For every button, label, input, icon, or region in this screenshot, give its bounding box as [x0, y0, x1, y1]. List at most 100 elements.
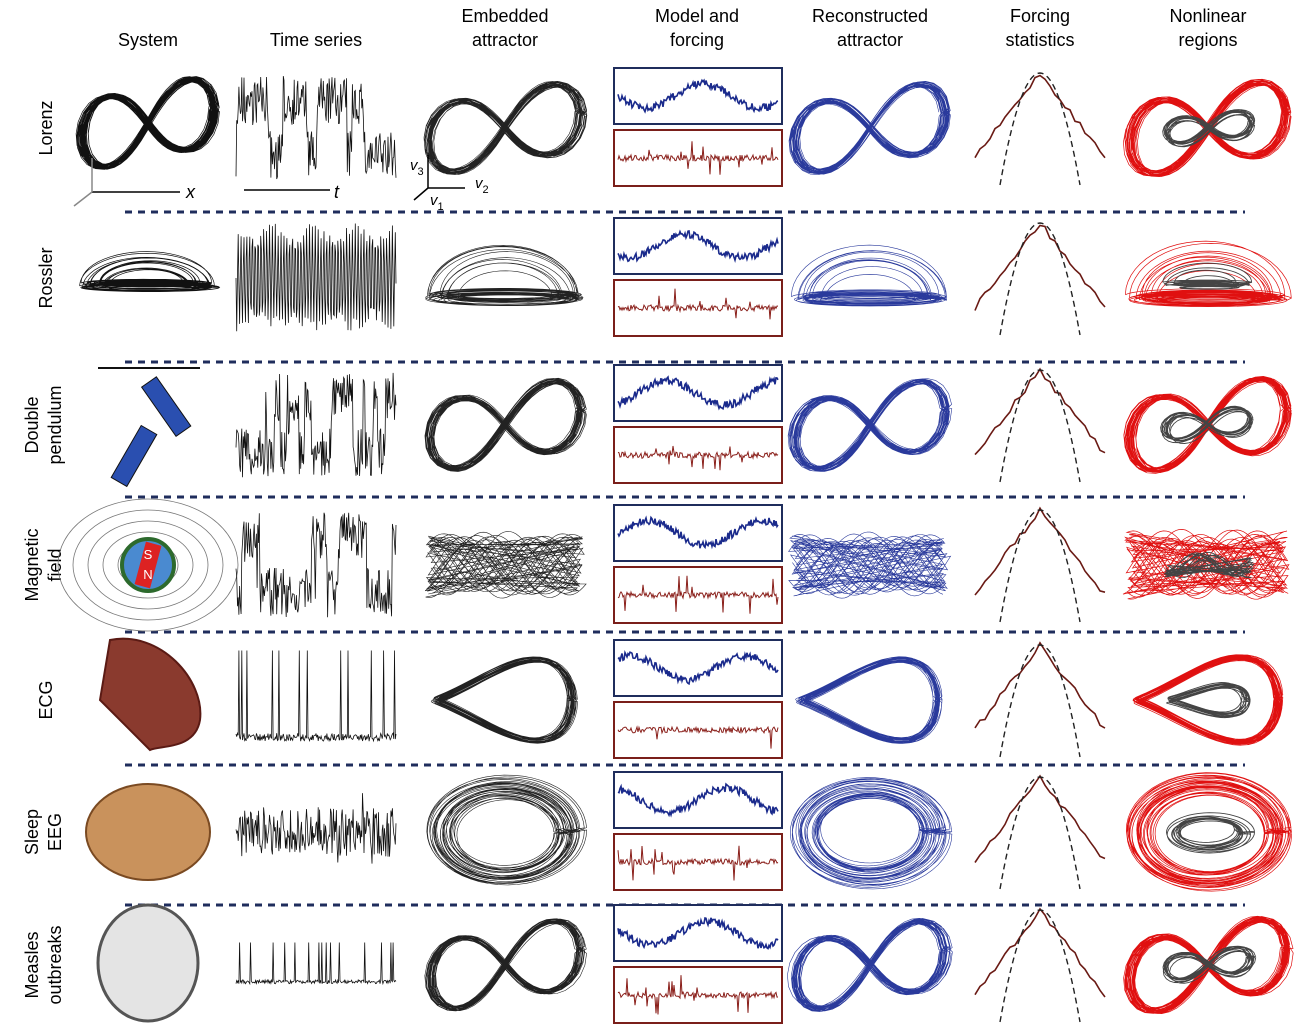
forcing-histogram — [974, 74, 1106, 159]
time-series — [235, 76, 397, 180]
model-trace — [617, 229, 779, 264]
time-series — [235, 512, 397, 618]
axis-label: t — [334, 182, 340, 202]
model-box — [613, 639, 783, 697]
forcing-trace — [617, 845, 779, 881]
model-trace — [617, 375, 779, 411]
axis-symbol: v — [430, 192, 439, 209]
embedded-attractor — [424, 531, 587, 599]
field-line — [87, 520, 209, 610]
row-label: Rossler — [36, 247, 56, 308]
model-box — [613, 504, 783, 562]
brain — [85, 783, 211, 881]
axis-index: 2 — [483, 184, 489, 196]
magnet — [134, 541, 162, 589]
forcing-trace — [617, 975, 779, 1015]
pendulum-arm — [140, 376, 192, 438]
field-line — [57, 498, 239, 632]
row-label: Double — [22, 396, 42, 453]
row-label: outbreaks — [45, 925, 65, 1004]
model-trace — [617, 650, 779, 686]
column-header: Model and — [655, 6, 739, 26]
time-series — [235, 223, 397, 332]
time-series — [235, 372, 397, 478]
nonlinear-region — [1122, 529, 1290, 600]
model-box — [613, 904, 783, 962]
linear-region — [1160, 405, 1254, 444]
embedded-attractor — [424, 377, 587, 472]
linear-region — [1162, 945, 1257, 984]
gaussian-fit — [999, 776, 1081, 890]
reconstructed-attractor — [787, 378, 953, 472]
column-header: Forcing — [1010, 6, 1070, 26]
model-trace — [617, 916, 779, 950]
forcing-trace — [617, 725, 779, 749]
linear-region — [1165, 682, 1251, 719]
row-label: EEG — [45, 813, 65, 851]
forcing-trace — [617, 575, 779, 614]
embedded-attractor — [430, 656, 578, 744]
magnet-pole: S — [144, 547, 153, 562]
row-label: ECG — [36, 680, 56, 719]
forcing-trace — [617, 141, 779, 175]
gaussian-fit — [999, 222, 1081, 336]
system-sketch — [79, 251, 221, 292]
z-axis-arrow — [73, 191, 93, 207]
column-header: Nonlinear — [1169, 6, 1246, 26]
gaussian-fit — [999, 72, 1081, 186]
column-header: Time series — [270, 30, 362, 50]
forcing-histogram — [974, 774, 1106, 863]
row-label: Sleep — [22, 809, 42, 855]
nonlinear-region — [1123, 915, 1294, 1015]
row-label: Measles — [22, 931, 42, 998]
nonlinear-region — [1125, 240, 1292, 308]
gaussian-fit — [999, 909, 1081, 1023]
axis-label: x — [185, 182, 196, 202]
embedding-axis-label: v3 — [410, 157, 424, 178]
forcing-histogram — [974, 224, 1106, 311]
model-trace — [617, 782, 779, 818]
model-trace — [617, 78, 779, 114]
nonlinear-region — [1123, 375, 1292, 474]
column-header: statistics — [1005, 30, 1074, 50]
embedding-axis-label: v1 — [430, 192, 444, 213]
magnet-pole: N — [143, 567, 152, 582]
linear-region — [1163, 551, 1256, 579]
column-header: regions — [1178, 30, 1237, 50]
virus — [96, 903, 200, 1023]
linear-region — [1162, 262, 1253, 290]
time-series — [235, 650, 397, 743]
row-label: pendulum — [45, 385, 65, 464]
model-box — [613, 67, 783, 125]
column-header: forcing — [670, 30, 724, 50]
nonlinear-region — [1123, 78, 1292, 178]
column-header: System — [118, 30, 178, 50]
embedding-axis-label: v2 — [475, 175, 489, 196]
embedded-attractor — [424, 918, 587, 1012]
forcing-histogram — [974, 506, 1106, 596]
reconstructed-attractor — [787, 917, 953, 1012]
embedded-attractor — [426, 774, 588, 886]
field-line — [72, 509, 224, 621]
heart — [98, 637, 202, 752]
model-trace — [617, 515, 779, 550]
reconstructed-attractor — [787, 531, 952, 599]
forcing-histogram — [974, 641, 1106, 729]
row-label: Magnetic — [22, 528, 42, 601]
axis-index: 1 — [438, 201, 444, 213]
reconstructed-attractor — [789, 777, 953, 890]
column-header: attractor — [837, 30, 903, 50]
gaussian-fit — [999, 644, 1081, 758]
column-header: attractor — [472, 30, 538, 50]
gaussian-fit — [999, 369, 1081, 483]
column-header: Reconstructed — [812, 6, 928, 26]
field-line — [102, 531, 194, 599]
axis-symbol: v — [410, 157, 419, 174]
system-sketch — [75, 76, 220, 170]
nonlinear-region — [1126, 772, 1292, 892]
time-series — [235, 793, 397, 864]
embedded-attractor — [425, 244, 584, 306]
forcing-histogram — [974, 907, 1106, 998]
model-box — [613, 217, 783, 275]
